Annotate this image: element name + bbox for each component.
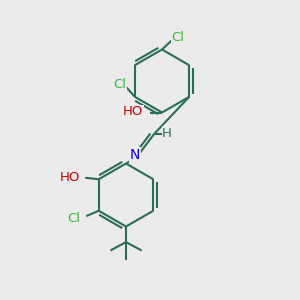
Text: Cl: Cl: [67, 212, 80, 225]
Text: H: H: [162, 127, 172, 140]
Text: HO: HO: [123, 105, 143, 119]
Text: N: N: [130, 148, 140, 162]
Text: HO: HO: [60, 171, 80, 184]
Text: Cl: Cl: [172, 31, 185, 44]
Text: Cl: Cl: [113, 78, 126, 91]
